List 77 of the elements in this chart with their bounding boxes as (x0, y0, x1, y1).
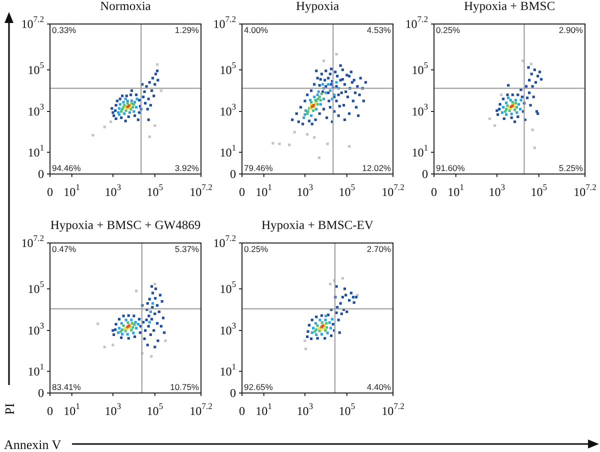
x-tick-label: 10$^{5}$ (146, 401, 164, 418)
y-tick-label: 10$^{7.2}$ (405, 14, 428, 31)
y-axis-title: PI (2, 403, 16, 415)
x-tick-label: 10$^{5}$ (338, 401, 356, 418)
y-tick-label: 10$^{3}$ (28, 320, 44, 338)
x-tick-label: 10$^{1}$ (256, 182, 272, 199)
y-tick-label: 10$^{1}$ (28, 142, 44, 160)
y-tick-label: 10$^{3}$ (28, 101, 44, 118)
x-tick-label: 10$^{1}$ (448, 182, 464, 199)
annotation: 12.02% (362, 163, 392, 173)
x-tick-label: 10$^{3}$ (296, 182, 314, 199)
x-tick-label: 0 (431, 185, 437, 199)
chart-title: Hypoxia + BMSC + GW4869 (50, 218, 201, 232)
x-tick-label: 10$^{1}$ (64, 401, 80, 418)
x-tick-label: 10$^{7.2}$ (190, 401, 212, 418)
y-tick-label: 0 (230, 386, 236, 400)
y-tick-label: 10$^{7.2}$ (21, 233, 44, 250)
annotation: 4.40% (366, 382, 392, 392)
annotation: 79.46% (244, 163, 274, 173)
y-tick-label: 10$^{3}$ (220, 320, 236, 338)
chart-title: Hypoxia + BMSC (464, 0, 556, 13)
x-tick-label: 10$^{1}$ (64, 182, 80, 199)
y-tick-label: 10$^{1}$ (220, 361, 236, 378)
x-tick-label: 10$^{5}$ (530, 182, 548, 199)
y-tick-label: 10$^{7.2}$ (213, 14, 236, 31)
annotation: 1.29% (174, 25, 200, 36)
x-tick-label: 10$^{7.2}$ (382, 182, 404, 199)
y-tick-label: 0 (38, 167, 44, 181)
annotation: 4.00% (244, 25, 269, 36)
x-tick-label: 10$^{3}$ (296, 401, 314, 418)
y-tick-label: 10$^{3}$ (220, 101, 236, 118)
x-tick-label: 10$^{3}$ (104, 182, 122, 199)
chart-title: Hypoxia + BMSC-EV (262, 218, 374, 232)
annotation: 94.46% (52, 163, 82, 173)
x-tick-label: 0 (47, 185, 53, 199)
x-tick-label: 10$^{5}$ (146, 182, 164, 199)
chart-title: Normoxia (100, 0, 152, 13)
annotation: 0.33% (52, 25, 77, 36)
annotation: 83.41% (52, 382, 82, 392)
y-tick-label: 10$^{5}$ (28, 278, 44, 296)
y-tick-label: 10$^{3}$ (412, 101, 428, 118)
annotation: 3.92% (174, 163, 200, 173)
x-tick-label: 10$^{7.2}$ (382, 401, 404, 418)
annotation: 5.37% (174, 244, 200, 254)
y-tick-label: 10$^{5}$ (28, 60, 44, 77)
y-tick-label: 10$^{5}$ (220, 278, 236, 296)
annotation: 92.65% (244, 382, 274, 392)
annotation: 0.25% (244, 244, 269, 254)
x-tick-label: 10$^{1}$ (256, 401, 272, 418)
x-tick-label: 0 (239, 404, 245, 418)
x-tick-label: 10$^{7.2}$ (574, 182, 596, 199)
x-tick-label: 10$^{7.2}$ (190, 182, 212, 199)
annotation: 0.25% (436, 25, 461, 36)
y-tick-label: 10$^{5}$ (412, 60, 428, 77)
x-tick-label: 10$^{5}$ (338, 182, 356, 199)
annotation: 10.75% (170, 382, 200, 392)
annotation: 4.53% (366, 25, 392, 36)
x-tick-label: 10$^{3}$ (104, 401, 122, 418)
x-axis-title: Annexin V (4, 436, 62, 452)
annotation: 5.25% (558, 163, 584, 173)
x-tick-label: 0 (239, 185, 245, 199)
y-tick-label: 0 (422, 167, 428, 181)
y-tick-label: 10$^{7.2}$ (213, 233, 236, 250)
x-tick-label: 10$^{3}$ (488, 182, 506, 199)
annotation: 0.47% (52, 244, 77, 254)
x-tick-label: 0 (47, 404, 53, 418)
y-tick-label: 0 (38, 386, 44, 400)
y-tick-label: 10$^{5}$ (220, 60, 236, 77)
y-tick-label: 10$^{7.2}$ (21, 14, 44, 31)
y-tick-label: 10$^{1}$ (412, 142, 428, 160)
annotation: 2.70% (366, 244, 392, 254)
chart-title: Hypoxia (296, 0, 340, 13)
y-tick-label: 10$^{1}$ (220, 142, 236, 160)
annotation: 91.60% (436, 163, 466, 173)
y-tick-label: 0 (230, 167, 236, 181)
y-tick-label: 10$^{1}$ (28, 361, 44, 378)
annotation: 2.90% (558, 25, 584, 36)
